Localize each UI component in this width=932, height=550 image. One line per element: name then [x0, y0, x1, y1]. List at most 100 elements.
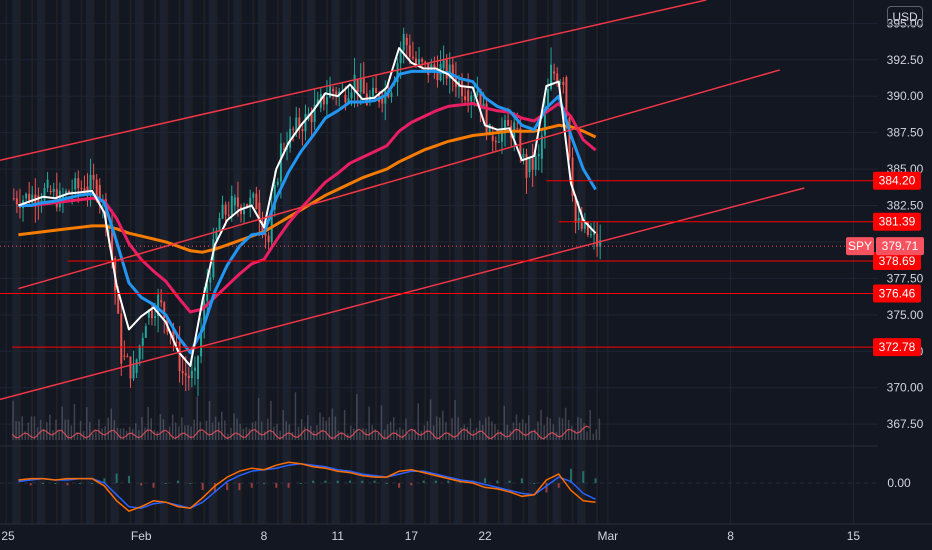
candle-body	[433, 64, 436, 70]
time-tick-label: 22	[478, 529, 492, 543]
premarket-band	[289, 0, 292, 524]
volume-bar	[377, 433, 380, 440]
volume-bar	[445, 421, 447, 440]
oscillator-histogram-bar	[312, 480, 315, 483]
volume-bar	[386, 424, 389, 440]
candle-body	[12, 198, 15, 200]
volume-bar	[454, 400, 456, 440]
candle-body	[451, 64, 454, 78]
premarket-band	[534, 0, 537, 524]
oscillator-histogram-bar	[115, 473, 118, 483]
candle-body	[206, 284, 209, 301]
volume-bar	[383, 429, 386, 440]
last-price-value-tag	[876, 237, 924, 256]
premarket-band	[301, 0, 304, 524]
candle-body	[332, 88, 335, 92]
candle-body	[135, 359, 138, 374]
volume-bar	[193, 419, 195, 440]
volume-bar	[571, 425, 573, 440]
candle-body	[436, 69, 439, 81]
candle-body	[246, 204, 249, 208]
session-band	[36, 0, 44, 524]
session-band	[85, 0, 93, 524]
oscillator-histogram-bar	[177, 480, 180, 483]
candle-body	[80, 188, 83, 190]
volume-bar	[79, 420, 82, 440]
volume-bar	[442, 410, 444, 440]
volume-bar	[227, 433, 229, 440]
candle-body	[286, 147, 289, 150]
volume-ma-line	[11, 425, 590, 440]
oscillator-histogram-bar	[570, 468, 573, 483]
candle-body	[157, 294, 160, 317]
premarket-band	[571, 0, 574, 524]
oscillator-histogram-bar	[361, 480, 364, 483]
level-tag-label: 381.39	[879, 215, 916, 229]
volume-bar	[144, 427, 146, 440]
session-band	[405, 0, 412, 524]
time-tick-label: 8	[261, 529, 268, 543]
candle-body	[221, 204, 224, 219]
candle-body	[147, 310, 150, 318]
candle-body	[583, 222, 586, 229]
volume-bar	[580, 418, 582, 440]
candle-body	[28, 193, 31, 203]
volume-bar	[506, 424, 509, 440]
volume-bar	[546, 416, 548, 440]
volume-bar	[368, 406, 370, 440]
volume-bar	[303, 426, 306, 440]
volume-bar	[174, 422, 177, 440]
level-tag-label: 372.78	[879, 340, 916, 354]
candle-body	[212, 239, 215, 278]
session-band	[208, 0, 216, 524]
candle-body	[203, 300, 206, 330]
price-tick-label: 392.50	[887, 53, 924, 67]
candle-body	[160, 300, 163, 303]
candle-body	[289, 128, 292, 148]
volume-bar	[316, 425, 318, 440]
candle-body	[243, 209, 246, 215]
candle-body	[267, 235, 270, 243]
oscillator-histogram-bar	[238, 483, 241, 491]
session-band	[233, 0, 241, 524]
volume-bar	[110, 408, 113, 440]
session-band	[110, 0, 118, 524]
oscillator-histogram-bar	[127, 475, 130, 483]
level-tag	[873, 212, 921, 231]
candle-body	[172, 329, 175, 342]
volume-bar	[236, 418, 238, 440]
premarket-band	[55, 0, 58, 524]
volume-bar	[574, 429, 576, 440]
premarket-band	[436, 0, 439, 524]
time-tick-label: 25	[1, 529, 15, 543]
level-tag-label: 376.46	[879, 287, 916, 301]
candle-body	[163, 302, 166, 319]
session-band	[528, 0, 535, 524]
candle-body	[519, 128, 522, 158]
candle-body	[402, 33, 405, 51]
volume-bar	[478, 420, 481, 440]
volume-bar	[534, 429, 536, 440]
level-tag-label: 384.20	[879, 174, 916, 188]
candle-body	[197, 356, 200, 379]
level-tag	[873, 171, 921, 190]
volume-bar	[156, 431, 159, 440]
oscillator-histogram-bar	[66, 483, 69, 486]
candle-body	[356, 78, 359, 92]
volume-bar	[325, 420, 327, 440]
candle-body	[46, 179, 49, 189]
volume-bar	[485, 417, 487, 440]
candle-body	[129, 356, 132, 379]
oscillator-histogram-bar	[545, 483, 548, 493]
volume-bar	[285, 421, 288, 440]
volume-bar	[540, 409, 542, 440]
premarket-band	[326, 0, 328, 524]
session-band	[478, 0, 486, 524]
candle-body	[141, 337, 144, 346]
candle-body	[418, 59, 421, 65]
currency-button[interactable]: USD	[887, 6, 923, 26]
candle-body	[375, 87, 378, 94]
premarket-band	[178, 0, 181, 524]
candle-body	[559, 81, 562, 83]
